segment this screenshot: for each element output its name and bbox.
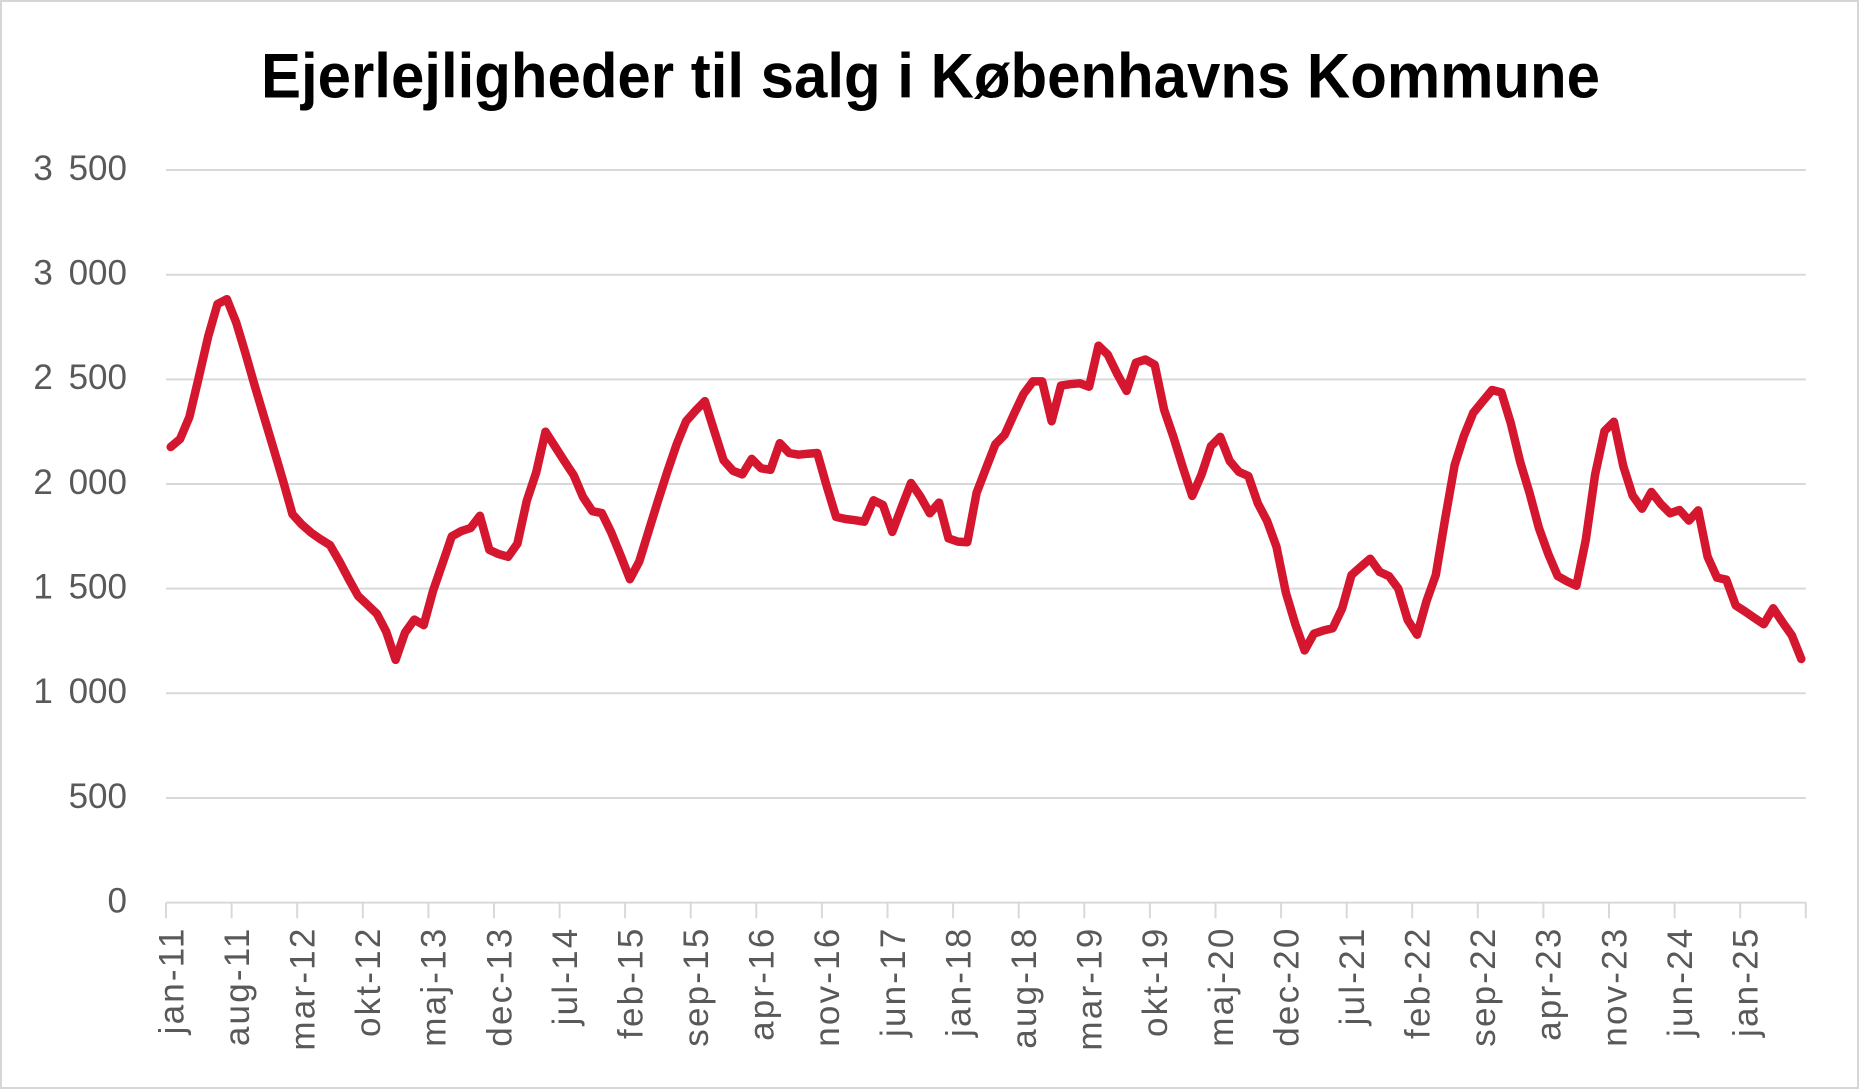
svg-text:jun-24: jun-24 <box>1661 927 1700 1039</box>
svg-text:okt-12: okt-12 <box>349 927 388 1037</box>
svg-text:nov-23: nov-23 <box>1595 927 1634 1047</box>
svg-text:aug-11: aug-11 <box>218 927 257 1047</box>
svg-text:Ejerlejligheder til salg i Køb: Ejerlejligheder til salg i Københavns Ko… <box>261 42 1600 112</box>
svg-text:nov-16: nov-16 <box>808 927 847 1047</box>
svg-text:3 000: 3 000 <box>33 254 127 293</box>
svg-text:maj-20: maj-20 <box>1202 927 1241 1047</box>
svg-text:jul-14: jul-14 <box>546 927 585 1027</box>
svg-text:1 000: 1 000 <box>33 672 127 711</box>
svg-text:dec-13: dec-13 <box>480 927 519 1047</box>
svg-text:jun-17: jun-17 <box>874 927 913 1039</box>
svg-text:feb-15: feb-15 <box>611 927 650 1039</box>
svg-text:jan-25: jan-25 <box>1727 927 1766 1039</box>
svg-text:jan-11: jan-11 <box>152 927 191 1036</box>
svg-text:dec-20: dec-20 <box>1267 927 1306 1047</box>
svg-text:maj-13: maj-13 <box>415 927 454 1047</box>
svg-text:1 500: 1 500 <box>33 568 127 607</box>
svg-text:apr-16: apr-16 <box>743 927 782 1041</box>
svg-text:apr-23: apr-23 <box>1530 927 1569 1041</box>
svg-text:aug-18: aug-18 <box>1005 927 1044 1049</box>
svg-text:2 500: 2 500 <box>33 358 127 397</box>
svg-text:okt-19: okt-19 <box>1136 927 1175 1037</box>
svg-text:mar-12: mar-12 <box>284 927 323 1051</box>
svg-text:sep-15: sep-15 <box>677 927 716 1047</box>
svg-text:jul-21: jul-21 <box>1333 927 1372 1027</box>
svg-text:2 000: 2 000 <box>33 463 127 502</box>
svg-text:jan-18: jan-18 <box>939 927 978 1039</box>
svg-text:500: 500 <box>69 777 127 816</box>
svg-text:sep-22: sep-22 <box>1464 927 1503 1047</box>
svg-text:0: 0 <box>108 882 127 921</box>
svg-text:mar-19: mar-19 <box>1071 927 1110 1051</box>
svg-text:3 500: 3 500 <box>33 149 127 188</box>
svg-text:feb-22: feb-22 <box>1399 927 1438 1039</box>
